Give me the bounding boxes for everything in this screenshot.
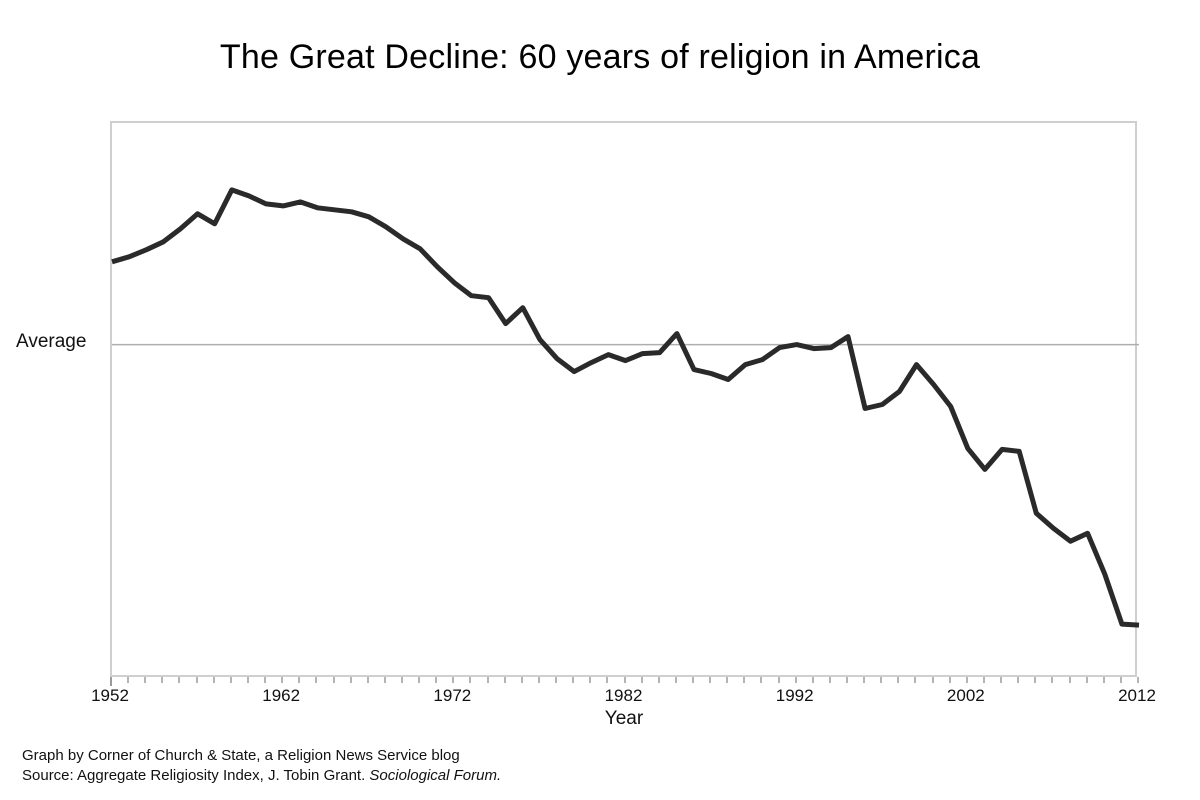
x-tick: [691, 677, 694, 683]
x-tick: [212, 677, 215, 683]
x-tick: [349, 677, 352, 683]
x-tick: [657, 677, 660, 683]
x-tick: [281, 677, 284, 683]
x-axis-labels: 1952 1962 1972 1982 1992 2002 2012: [0, 686, 1200, 706]
chart-title: The Great Decline: 60 years of religion …: [219, 38, 981, 76]
x-tick: [1085, 677, 1088, 683]
x-tick: [144, 677, 147, 683]
x-tick: [520, 677, 523, 683]
x-tick: [264, 677, 267, 683]
footer: Graph by Corner of Church & State, a Rel…: [22, 746, 501, 786]
x-tick: [828, 677, 831, 683]
x-tick: [503, 677, 506, 683]
x-tick: [452, 677, 455, 683]
footer-source-line: Source: Aggregate Religiosity Index, J. …: [22, 766, 501, 786]
x-tick: [1017, 677, 1020, 683]
x-tick: [1119, 677, 1122, 683]
x-tick: [178, 677, 181, 683]
x-tick: [366, 677, 369, 683]
x-tick: [486, 677, 489, 683]
plot-area: [110, 121, 1140, 677]
x-tick: [880, 677, 883, 683]
x-tick: [195, 677, 198, 683]
x-tick: [298, 677, 301, 683]
x-tick: [623, 677, 626, 683]
x-tick: [1034, 677, 1037, 683]
religiosity-line: [111, 187, 1140, 628]
x-tick: [606, 677, 609, 683]
x-tick: [897, 677, 900, 683]
x-tick-label: 1992: [775, 686, 814, 705]
x-tick: [674, 677, 677, 683]
x-tick: [332, 677, 335, 683]
x-tick: [1102, 677, 1105, 683]
x-tick: [589, 677, 592, 683]
x-tick: [555, 677, 558, 683]
footer-source-text: Source: Aggregate Religiosity Index, J. …: [22, 767, 370, 784]
x-tick: [811, 677, 814, 683]
x-tick: [383, 677, 386, 683]
x-tick-label: 2002: [946, 686, 985, 705]
x-tick-label: 2012: [1118, 686, 1156, 705]
x-tick: [794, 677, 797, 683]
x-tick: [640, 677, 643, 683]
x-tick: [846, 677, 849, 683]
x-tick: [914, 677, 917, 683]
x-tick-label: 1972: [433, 686, 472, 705]
x-tick: [246, 677, 249, 683]
x-tick: [1051, 677, 1054, 683]
x-tick: [315, 677, 318, 683]
x-tick: [863, 677, 866, 683]
x-tick: [1068, 677, 1071, 683]
x-tick: [982, 677, 985, 683]
x-tick: [110, 677, 112, 686]
x-tick: [709, 677, 712, 683]
footer-source-journal: Sociological Forum.: [369, 767, 502, 784]
x-axis-ticks: [0, 677, 1200, 689]
average-label: Average: [16, 331, 87, 352]
x-tick-label: 1962: [262, 686, 301, 705]
x-tick: [537, 677, 540, 683]
x-tick: [127, 677, 130, 683]
x-tick: [418, 677, 421, 683]
x-tick: [435, 677, 438, 683]
x-tick: [1137, 677, 1139, 683]
x-tick: [760, 677, 763, 683]
x-tick: [948, 677, 951, 683]
x-tick: [400, 677, 403, 683]
x-axis-title: Year: [604, 708, 644, 729]
x-tick: [743, 677, 746, 683]
x-tick: [965, 677, 968, 683]
x-tick: [777, 677, 780, 683]
religiosity-line-svg: [111, 187, 1140, 628]
x-tick: [572, 677, 575, 683]
x-tick: [931, 677, 934, 683]
x-tick: [469, 677, 472, 683]
x-tick-label: 1952: [91, 686, 129, 705]
x-tick: [1000, 677, 1003, 683]
x-tick: [726, 677, 729, 683]
footer-credit-line: Graph by Corner of Church & State, a Rel…: [22, 747, 460, 764]
x-tick: [161, 677, 164, 683]
x-tick-label: 1982: [604, 686, 643, 705]
x-tick: [229, 677, 232, 683]
